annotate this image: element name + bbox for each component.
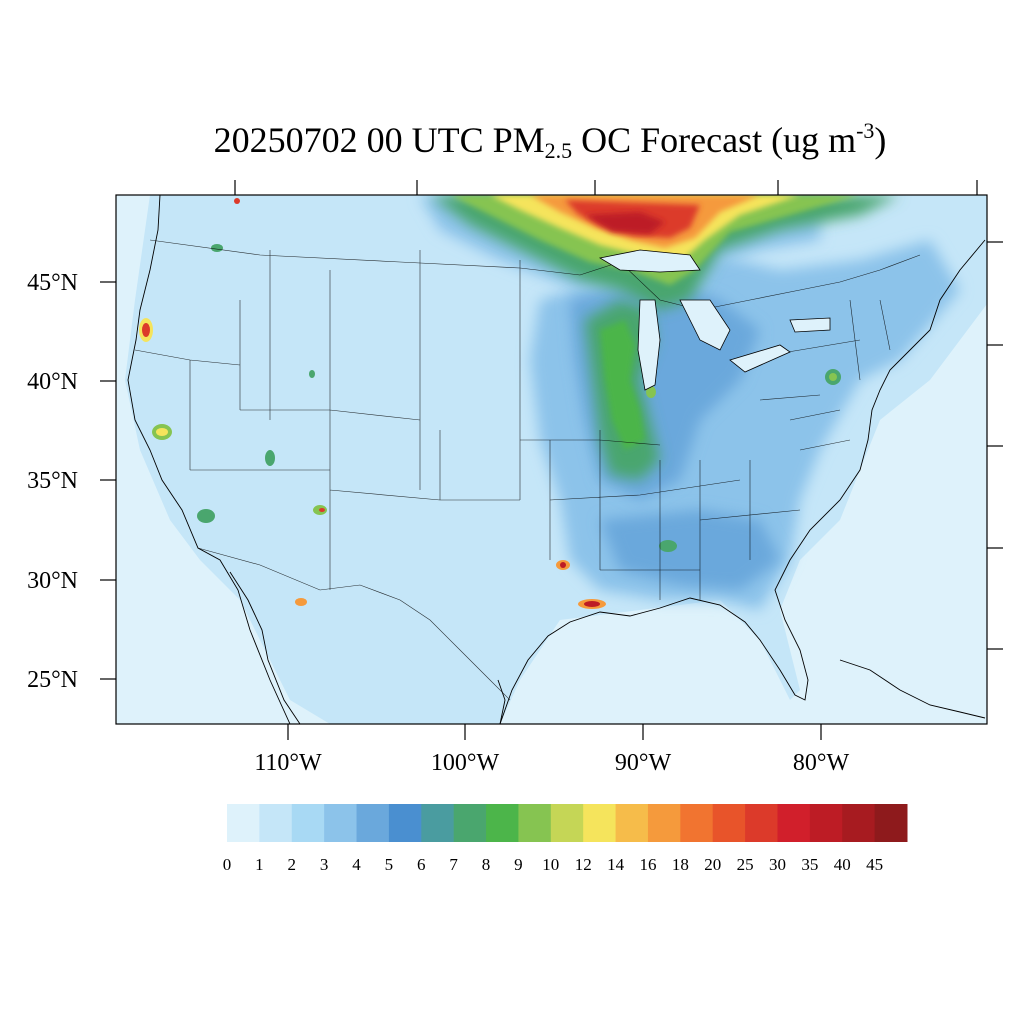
colorbar-tick-label: 3 <box>320 855 329 874</box>
lat-label: 30°N <box>27 568 78 594</box>
coastlines <box>127 195 986 724</box>
us-west-coast <box>127 195 291 724</box>
colorbar-swatch <box>259 804 293 842</box>
mexico-us-border <box>197 547 511 701</box>
great-lakes <box>598 249 831 391</box>
lat-label: 45°N <box>27 270 78 296</box>
colorbar-swatch <box>356 804 390 842</box>
colorbar: 0 1 2 3 4 5 6 7 8 9 10 12 14 16 18 20 25 30 35 40 45 <box>223 804 908 874</box>
colorbar-tick-label: 40 <box>834 855 851 874</box>
lake-ontario <box>789 317 831 333</box>
lake-erie <box>729 344 791 373</box>
midwest-plume-core <box>600 320 645 450</box>
cuba <box>839 659 986 719</box>
colorbar-tick-label: 9 <box>514 855 523 874</box>
colorbar-swatch <box>745 804 778 842</box>
lake-superior <box>598 249 701 273</box>
colorbar-swatch <box>777 804 811 842</box>
colorbar-swatch <box>647 804 681 842</box>
lake-huron <box>679 299 731 351</box>
colorbar-tick-label: 14 <box>607 855 625 874</box>
colorbar-tick-label: 10 <box>542 855 559 874</box>
colorbar-tick-label: 20 <box>704 855 721 874</box>
colorbar-tick-label: 35 <box>801 855 818 874</box>
colorbar-swatch <box>518 804 552 842</box>
colorbar-tick-label: 7 <box>449 855 458 874</box>
colorbar-swatch <box>421 804 455 842</box>
canada-plume-core <box>585 212 665 234</box>
latitude-labels: 45°N 40°N 35°N 30°N 25°N <box>27 270 78 693</box>
colorbar-swatch <box>550 804 584 842</box>
longitude-labels: 110°W 100°W 90°W 80°W <box>254 750 849 776</box>
colorbar-tick-label: 6 <box>417 855 426 874</box>
colorbar-tick-label: 18 <box>672 855 689 874</box>
colorbar-swatch <box>583 804 617 842</box>
fire-hotspots <box>139 198 841 609</box>
lon-label: 90°W <box>615 750 672 776</box>
state-lines-east <box>739 299 891 451</box>
map-panel <box>116 195 987 724</box>
colorbar-tick-label: 8 <box>482 855 491 874</box>
colorbar-swatch <box>324 804 358 842</box>
colorbar-tick-label: 1 <box>255 855 264 874</box>
map-frame <box>115 194 988 725</box>
canada-us-border <box>149 239 921 311</box>
lon-label: 110°W <box>254 750 322 776</box>
colorbar-swatch <box>388 804 422 842</box>
colorbar-tick-label: 12 <box>575 855 592 874</box>
colorbar-tick-label: 2 <box>288 855 297 874</box>
baja-peninsula <box>229 571 301 724</box>
left-ticks <box>100 281 116 680</box>
colorbar-tick-label: 0 <box>223 855 232 874</box>
political-borders <box>134 239 921 701</box>
colorbar-swatch <box>842 804 876 842</box>
colorbar-swatch <box>291 804 325 842</box>
colorbar-tick-label: 45 <box>866 855 883 874</box>
colorbar-swatch <box>680 804 714 842</box>
colorbar-swatch <box>809 804 843 842</box>
lon-label: 80°W <box>793 750 850 776</box>
gulf-coast <box>499 239 986 724</box>
chart-title: 20250702 00 UTC PM2.5 OC Forecast (ug m-… <box>213 118 887 163</box>
colorbar-swatch <box>712 804 746 842</box>
colorbar-swatch <box>615 804 649 842</box>
colorbar-tick-label: 16 <box>639 855 656 874</box>
right-ticks <box>987 241 1003 650</box>
lon-label: 100°W <box>431 750 500 776</box>
state-lines-central <box>519 380 801 600</box>
lat-label: 25°N <box>27 667 78 693</box>
bottom-ticks <box>287 724 822 740</box>
mexico-east-coast <box>497 679 506 724</box>
lat-label: 35°N <box>27 468 78 494</box>
lake-michigan <box>637 299 661 391</box>
colorbar-swatch <box>453 804 487 842</box>
colorbar-tick-label: 30 <box>769 855 786 874</box>
colorbar-tick-label: 25 <box>737 855 754 874</box>
colorbar-swatch <box>227 804 260 842</box>
colorbar-swatch <box>874 804 908 842</box>
colorbar-swatch <box>486 804 519 842</box>
state-lines-west <box>134 250 521 590</box>
top-ticks <box>234 180 978 195</box>
colorbar-tick-label: 4 <box>352 855 361 874</box>
lat-label: 40°N <box>27 369 78 395</box>
colorbar-tick-label: 5 <box>385 855 394 874</box>
